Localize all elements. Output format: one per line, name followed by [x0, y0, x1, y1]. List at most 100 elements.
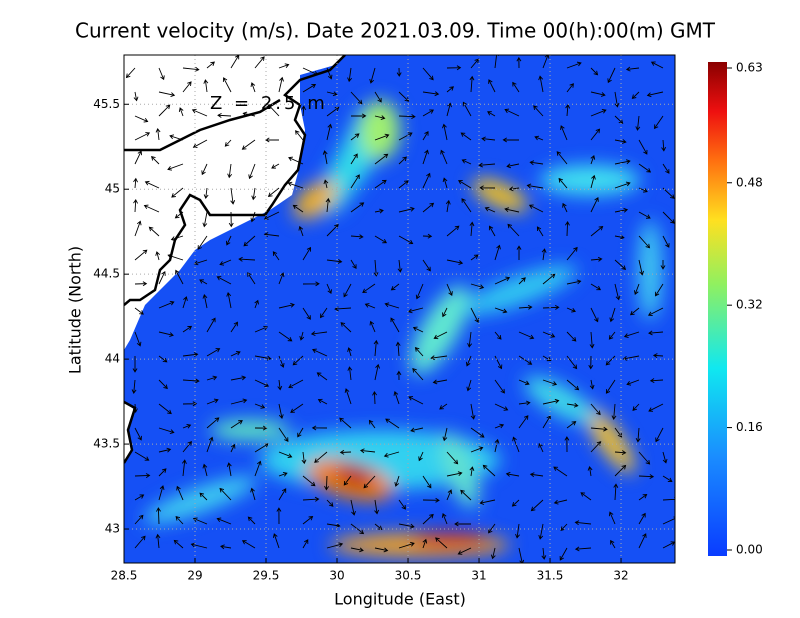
current-arrow [649, 378, 664, 384]
current-arrow [515, 523, 520, 539]
current-arrow [422, 130, 429, 141]
current-arrow [182, 296, 188, 309]
current-arrow [263, 232, 280, 238]
current-arrow [504, 207, 520, 213]
current-arrow [587, 466, 593, 477]
current-arrow [622, 355, 640, 361]
current-arrow [506, 163, 520, 169]
colorbar-tick-label: 0.63 [736, 61, 763, 75]
current-arrow [465, 355, 472, 367]
current-arrow [566, 61, 582, 69]
current-arrow [408, 396, 424, 405]
current-arrow [661, 139, 667, 152]
current-arrow [326, 224, 339, 237]
current-arrow [442, 123, 448, 141]
current-arrow [655, 283, 664, 297]
current-arrow [369, 320, 376, 333]
current-arrow [155, 127, 161, 141]
current-arrow [343, 475, 352, 486]
current-arrow [182, 378, 200, 384]
current-arrow [278, 355, 285, 368]
current-arrow [302, 475, 316, 487]
chart-title: Current velocity (m/s). Date 2021.03.09.… [75, 19, 716, 43]
current-arrow [158, 331, 174, 337]
current-arrow [590, 403, 601, 416]
current-arrow [494, 244, 501, 261]
current-arrow [422, 109, 434, 117]
current-arrow [182, 401, 198, 407]
current-arrow [316, 372, 328, 381]
y-tick-label: 45.5 [93, 97, 120, 111]
current-arrow [422, 259, 431, 272]
current-arrow [638, 494, 648, 501]
current-arrow [638, 512, 646, 525]
current-arrow [605, 379, 616, 394]
current-arrow [542, 273, 556, 285]
current-arrow [292, 204, 304, 213]
current-arrow [566, 379, 580, 391]
current-arrow [374, 547, 389, 553]
current-arrow [182, 81, 192, 93]
depth-annotation: Z = 2.5 m [210, 93, 328, 114]
current-arrow [277, 379, 283, 391]
current-arrow [422, 497, 440, 503]
current-arrow [230, 443, 236, 453]
current-arrow [206, 436, 214, 453]
current-arrow [507, 223, 520, 237]
current-arrow [241, 540, 256, 549]
current-arrow [566, 83, 574, 93]
current-arrow [470, 58, 479, 69]
current-arrow [383, 451, 400, 458]
current-arrow [398, 114, 416, 120]
current-arrow [590, 128, 601, 141]
current-arrow [193, 259, 208, 266]
current-arrow [132, 403, 138, 414]
current-arrow [589, 331, 595, 349]
current-arrow [470, 254, 479, 261]
current-arrow [230, 350, 241, 357]
current-arrow [398, 180, 409, 189]
current-arrow [613, 483, 619, 501]
current-arrow [422, 172, 431, 189]
current-arrow [339, 449, 352, 455]
current-arrow [326, 123, 333, 141]
current-arrow [566, 421, 577, 429]
current-arrow [590, 174, 596, 189]
current-arrow [325, 197, 331, 213]
colorbar-tick-label: 0.32 [736, 298, 763, 312]
colorbar-tick-label: 0.48 [736, 175, 763, 189]
current-arrow [374, 235, 388, 244]
current-arrow [202, 294, 208, 309]
current-arrow [134, 132, 151, 141]
current-arrow [494, 423, 505, 429]
current-arrow [298, 225, 304, 237]
current-arrow [526, 183, 544, 189]
current-arrow [230, 321, 238, 333]
x-tick-label: 30 [329, 569, 344, 583]
current-arrow [590, 91, 606, 97]
current-arrow [125, 67, 136, 79]
current-arrow [470, 403, 476, 420]
current-arrow [206, 398, 219, 405]
current-arrow [203, 187, 209, 200]
current-arrow [326, 67, 333, 80]
current-arrow [638, 451, 651, 465]
current-arrow [201, 163, 208, 176]
land [124, 55, 345, 350]
current-arrow [302, 67, 319, 76]
current-arrow [446, 65, 462, 71]
current-arrow [287, 181, 304, 189]
current-arrow [566, 402, 579, 408]
current-arrow [433, 331, 448, 340]
current-arrow [446, 86, 454, 93]
current-arrow [238, 256, 256, 262]
current-arrow [502, 137, 520, 143]
current-arrow [590, 67, 599, 76]
y-tick-label: 43.5 [93, 437, 120, 451]
current-arrow [250, 82, 256, 93]
current-arrow [156, 507, 161, 525]
current-arrow [131, 379, 137, 394]
current-arrow [655, 427, 664, 443]
current-arrow [542, 379, 558, 386]
current-arrow [301, 451, 307, 465]
